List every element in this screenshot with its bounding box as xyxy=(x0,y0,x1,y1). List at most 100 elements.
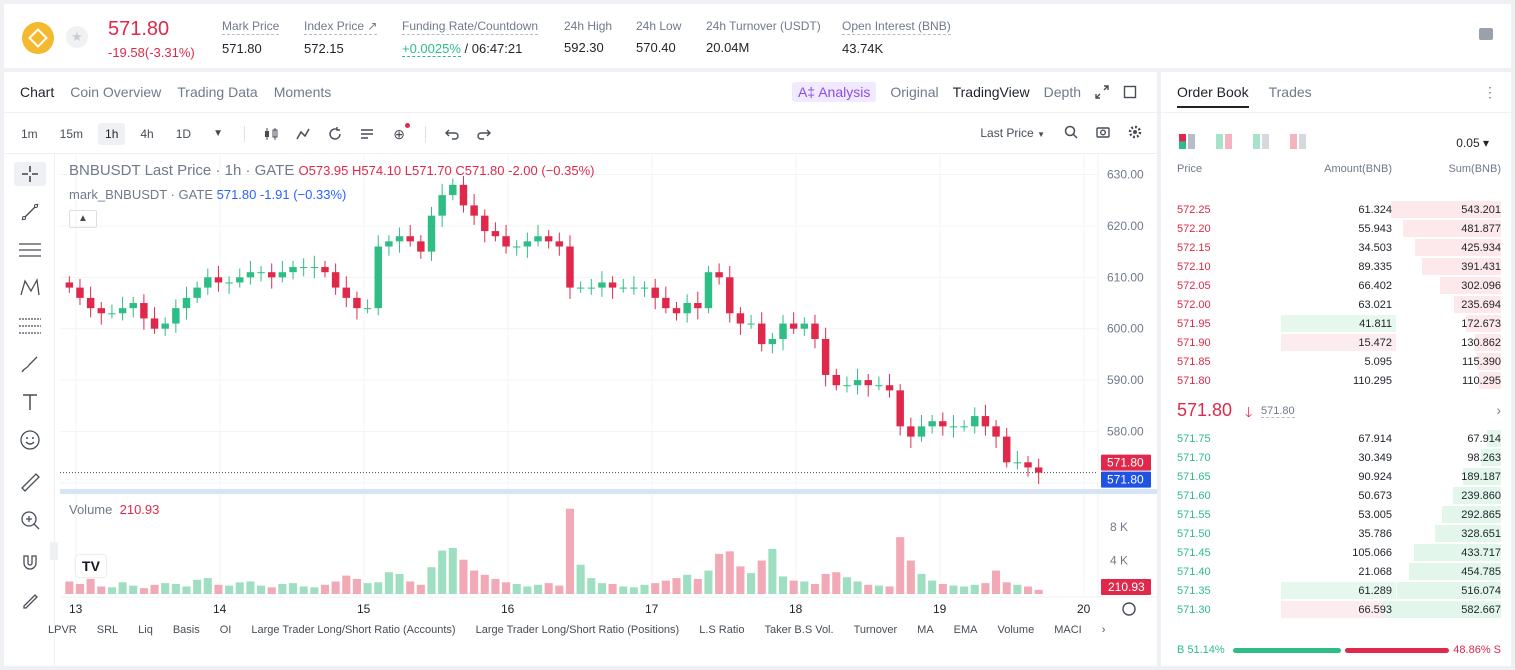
text-icon[interactable] xyxy=(14,390,46,414)
favorite-star-icon[interactable]: ★ xyxy=(66,26,88,48)
view-bids-icon[interactable] xyxy=(1253,134,1270,149)
view-both-faded-icon[interactable] xyxy=(1216,134,1233,149)
refresh-icon[interactable] xyxy=(327,126,343,142)
tab-moments[interactable]: Moments xyxy=(273,84,332,100)
candle-body xyxy=(512,246,521,248)
indicators-icon[interactable] xyxy=(295,126,311,142)
indicator-large-trader-positions[interactable]: Large Trader Long/Short Ratio (Positions… xyxy=(475,624,680,636)
tab-depth[interactable]: Depth xyxy=(1043,84,1081,100)
indicator-ls-ratio[interactable]: L.S Ratio xyxy=(699,624,745,636)
tab-original[interactable]: Original xyxy=(890,84,939,100)
view-asks-icon[interactable] xyxy=(1290,134,1307,149)
bid-row[interactable]: 571.35 61.289 516.074 xyxy=(1161,581,1511,600)
tab-order-book[interactable]: Order Book xyxy=(1177,84,1249,108)
ask-row[interactable]: 572.00 63.021 235.694 xyxy=(1161,295,1511,314)
candle-body xyxy=(182,297,191,309)
ask-row[interactable]: 571.85 5.095 115.390 xyxy=(1161,352,1511,371)
pencil-lock-icon[interactable] xyxy=(14,588,46,612)
step-select[interactable]: 0.05 ▾ xyxy=(1456,136,1489,150)
caret-down-icon[interactable]: ▼ xyxy=(213,128,224,139)
bid-row[interactable]: 571.55 53.005 292.865 xyxy=(1161,505,1511,524)
ask-row[interactable]: 572.25 61.324 543.201 xyxy=(1161,200,1511,219)
tab-trades[interactable]: Trades xyxy=(1268,84,1312,100)
template-icon[interactable] xyxy=(359,126,375,142)
ask-row[interactable]: 572.05 66.402 302.096 xyxy=(1161,276,1511,295)
depth-bar xyxy=(1481,449,1501,466)
indicator-srl[interactable]: SRL xyxy=(96,624,119,636)
bid-row[interactable]: 571.75 67.914 67.914 xyxy=(1161,429,1511,448)
volume-bar xyxy=(193,579,202,594)
indicator-taker-bs-vol[interactable]: Taker B.S Vol. xyxy=(764,624,834,636)
bid-row[interactable]: 571.70 30.349 98.263 xyxy=(1161,448,1511,467)
expand-icon[interactable] xyxy=(1095,85,1109,99)
ask-row[interactable]: 572.20 55.943 481.877 xyxy=(1161,219,1511,238)
brush-icon[interactable] xyxy=(14,352,46,376)
tradingview-logo[interactable]: TV xyxy=(76,555,106,577)
ask-row[interactable]: 572.10 89.335 391.431 xyxy=(1161,257,1511,276)
orderbook-mid-price[interactable]: 571.80 🡓 571.80 › xyxy=(1177,400,1501,422)
timeframe-4h[interactable]: 4h xyxy=(140,127,154,141)
indicator-oi[interactable]: OI xyxy=(219,624,232,636)
ask-row[interactable]: 571.90 15.472 130.862 xyxy=(1161,333,1511,352)
window-icon[interactable] xyxy=(1123,85,1137,99)
add-indicator-icon[interactable]: ⊕ xyxy=(391,123,411,142)
zoom-in-icon[interactable] xyxy=(14,508,46,532)
indicator-volume[interactable]: Volume xyxy=(997,624,1035,636)
book-icon[interactable] xyxy=(1479,28,1493,40)
bid-row[interactable]: 571.40 21.068 454.785 xyxy=(1161,562,1511,581)
emoji-icon[interactable] xyxy=(14,428,46,452)
candle-type-icon[interactable] xyxy=(263,126,279,142)
indicator-basis[interactable]: Basis xyxy=(172,624,200,636)
pattern-icon[interactable] xyxy=(14,276,46,300)
chevron-right-icon[interactable]: › xyxy=(1496,402,1501,418)
camera-icon[interactable] xyxy=(1095,124,1111,140)
tab-coin-overview[interactable]: Coin Overview xyxy=(70,84,162,100)
indicator-lpvr[interactable]: LPVR xyxy=(48,624,77,636)
bid-row[interactable]: 571.60 50.673 239.860 xyxy=(1161,486,1511,505)
tab-tradingview[interactable]: TradingView xyxy=(952,84,1030,100)
stat-open-interest[interactable]: Open Interest (BNB) 43.74K xyxy=(842,19,951,56)
last-price-label-bg xyxy=(1101,454,1151,471)
crosshair-icon[interactable] xyxy=(14,162,46,186)
ruler-icon[interactable] xyxy=(14,470,46,494)
indicator-liq[interactable]: Liq xyxy=(138,624,153,636)
bid-row[interactable]: 571.45 105.066 433.717 xyxy=(1161,543,1511,562)
tab-trading-data[interactable]: Trading Data xyxy=(177,84,258,100)
fib-icon[interactable] xyxy=(14,314,46,338)
trend-line-icon[interactable] xyxy=(14,200,46,224)
sell-ratio: 48.86% S xyxy=(1453,644,1501,656)
bid-row[interactable]: 571.65 90.924 189.187 xyxy=(1161,467,1511,486)
horizontal-lines-icon[interactable] xyxy=(14,238,46,262)
candlestick-chart[interactable]: 630.00620.00610.00600.00590.00580.00570.… xyxy=(4,72,1157,666)
more-icon[interactable]: ⋮ xyxy=(1483,84,1497,100)
magnet-icon[interactable] xyxy=(14,550,46,574)
search-icon[interactable] xyxy=(1063,124,1079,140)
stat-mark-price[interactable]: Mark Price 571.80 xyxy=(222,19,280,56)
indicator-ema[interactable]: EMA xyxy=(953,624,978,636)
timeframe-1m[interactable]: 1m xyxy=(21,127,38,141)
tab-chart[interactable]: Chart xyxy=(20,84,55,100)
timeframe-1d[interactable]: 1D xyxy=(175,127,192,141)
ask-row[interactable]: 572.15 34.503 425.934 xyxy=(1161,238,1511,257)
collapse-legend-button[interactable]: ▲ xyxy=(69,210,97,228)
bid-row[interactable]: 571.50 35.786 328.651 xyxy=(1161,524,1511,543)
indicator-macd[interactable]: MACI xyxy=(1054,624,1082,636)
gear-icon[interactable] xyxy=(1127,124,1143,140)
stat-funding-rate[interactable]: Funding Rate/Countdown +0.0025% / 06:47:… xyxy=(402,19,539,57)
indicator-large-trader-accounts[interactable]: Large Trader Long/Short Ratio (Accounts) xyxy=(251,624,456,636)
view-both-icon[interactable] xyxy=(1179,134,1196,149)
price-source-select[interactable]: Last Price ▼ xyxy=(980,126,1045,140)
ask-row[interactable]: 571.80 110.295 110.295 xyxy=(1161,371,1511,390)
undo-icon[interactable] xyxy=(444,126,460,142)
ai-analysis-button[interactable]: A‡ Analysis xyxy=(791,82,877,102)
timeframe-15m[interactable]: 15m xyxy=(59,127,84,141)
volume-bar xyxy=(747,573,756,594)
redo-icon[interactable] xyxy=(476,126,492,142)
stat-index-price[interactable]: Index Price ↗ 572.15 xyxy=(304,19,378,56)
indicator-ma[interactable]: MA xyxy=(917,624,934,636)
timeframe-1h[interactable]: 1h xyxy=(98,123,126,145)
chevron-right-icon[interactable]: › xyxy=(1101,624,1106,636)
indicator-turnover[interactable]: Turnover xyxy=(853,624,898,636)
ask-row[interactable]: 571.95 41.811 172.673 xyxy=(1161,314,1511,333)
bid-row[interactable]: 571.30 66.593 582.667 xyxy=(1161,600,1511,619)
